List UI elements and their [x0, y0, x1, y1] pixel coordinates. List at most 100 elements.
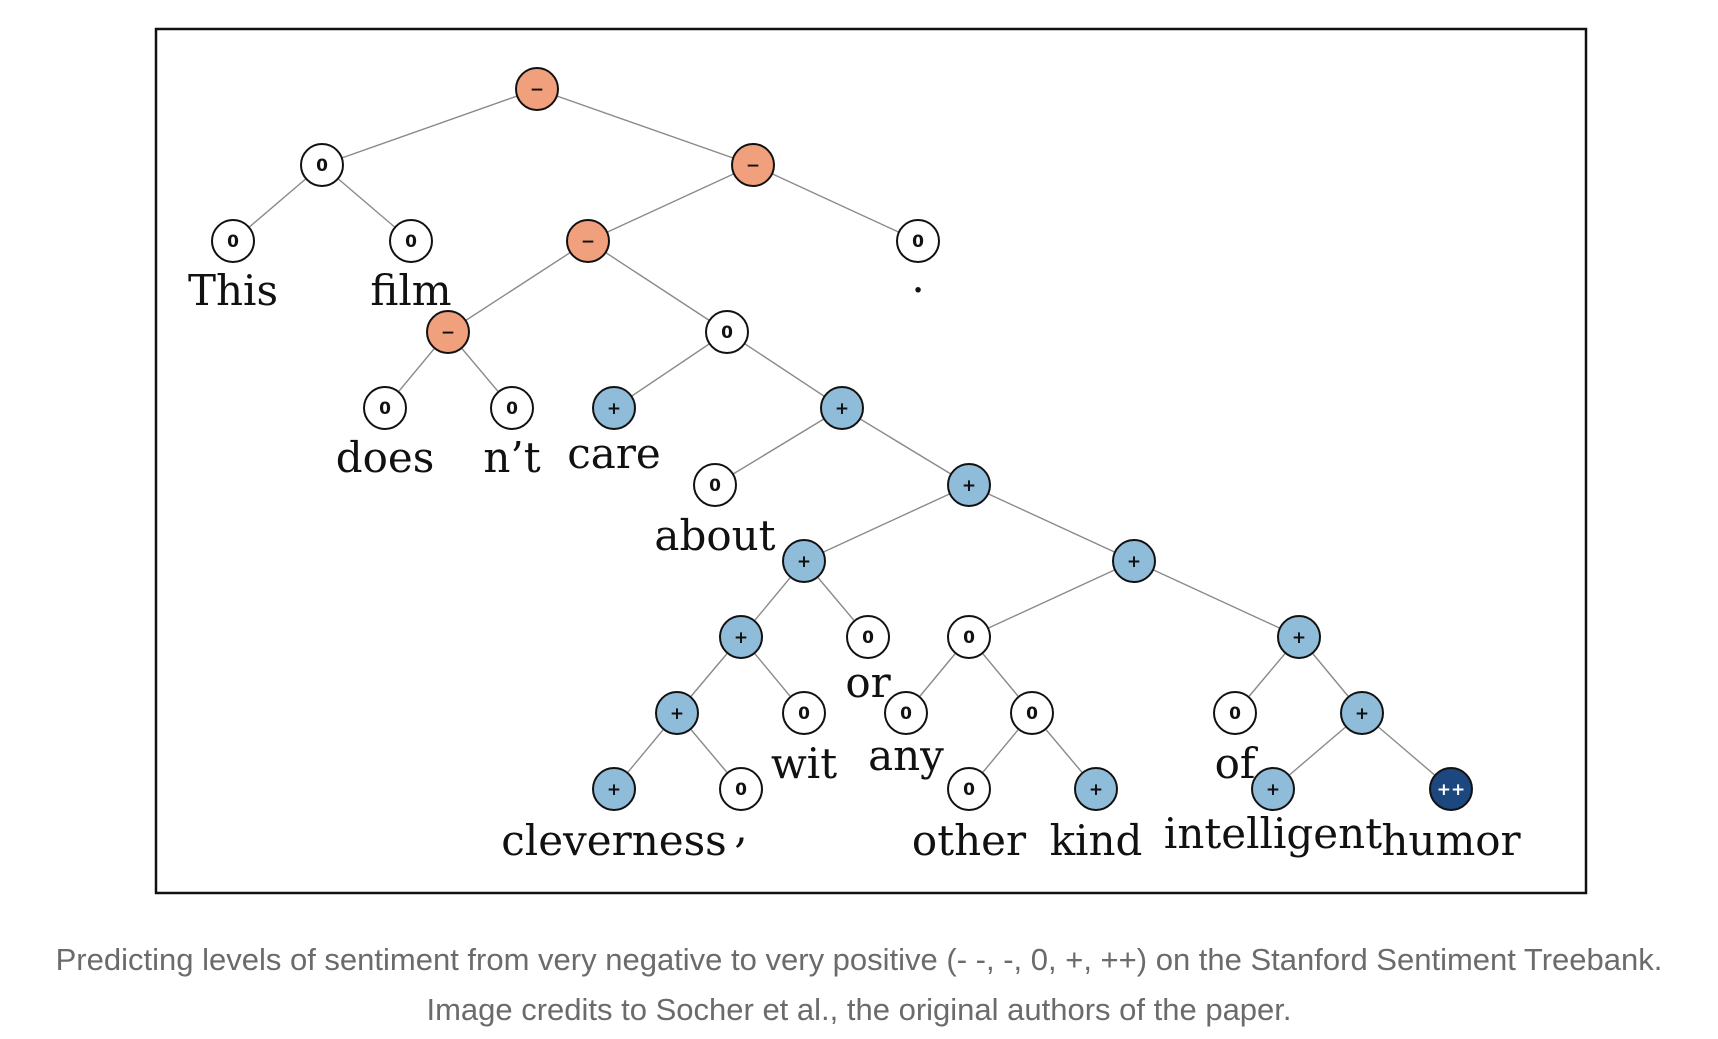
word-label: humor	[1381, 816, 1521, 865]
node-circle	[1429, 767, 1473, 811]
node-circle	[1010, 691, 1054, 735]
node-sentiment-label: 0	[912, 232, 924, 252]
sentiment-node-positive: +	[1251, 767, 1295, 811]
word-label: of	[1215, 739, 1259, 788]
node-circle	[731, 143, 775, 187]
sentiment-node-positive: +	[1277, 615, 1321, 659]
sentiment-node-neutral: 0	[705, 310, 749, 354]
node-sentiment-label: 0	[735, 780, 747, 800]
node-sentiment-label: +	[1127, 552, 1141, 572]
sentiment-node-positive: +	[592, 767, 636, 811]
sentiment-node-positive: +	[1340, 691, 1384, 735]
word-label: ,	[734, 803, 747, 852]
sentiment-node-negative: −	[515, 67, 559, 111]
node-circle	[389, 219, 433, 263]
tree-edge	[447, 240, 589, 333]
node-circle	[592, 767, 636, 811]
word-label: This	[188, 266, 278, 315]
tree-edge	[714, 407, 843, 486]
node-sentiment-label: 0	[709, 476, 721, 496]
word-label: .	[911, 253, 924, 302]
word-label: film	[370, 266, 451, 315]
sentiment-node-neutral: 0	[300, 143, 344, 187]
node-sentiment-label: +	[962, 476, 976, 496]
node-circle	[1340, 691, 1384, 735]
tree-edge	[613, 331, 728, 409]
sentiment-tree-figure: This film. does n’t care about or wit cleverness…	[154, 27, 1588, 895]
node-sentiment-label: +	[797, 552, 811, 572]
node-sentiment-label: 0	[1229, 704, 1241, 724]
node-circle	[947, 767, 991, 811]
sentiment-node-negative: −	[566, 219, 610, 263]
sentiment-node-negative: −	[731, 143, 775, 187]
sentiment-node-positive: +	[592, 386, 636, 430]
sentiment-node-positive: +	[1074, 767, 1118, 811]
tree-edge	[841, 407, 970, 486]
node-sentiment-label: 0	[963, 780, 975, 800]
word-label: other	[912, 816, 1027, 865]
word-label: or	[845, 658, 891, 707]
sentiment-node-neutral: 0	[693, 463, 737, 507]
tree-edge	[536, 88, 754, 166]
node-sentiment-label: ++	[1437, 780, 1466, 800]
sentiment-node-neutral: 0	[846, 615, 890, 659]
sentiment-node-neutral: 0	[1010, 691, 1054, 735]
node-sentiment-label: −	[441, 323, 455, 343]
node-circle	[884, 691, 928, 735]
node-sentiment-label: 0	[379, 399, 391, 419]
node-sentiment-label: 0	[862, 628, 874, 648]
node-circle	[782, 539, 826, 583]
tree-edge	[752, 164, 919, 242]
sentiment-node-neutral: 0	[389, 219, 433, 263]
node-sentiment-label: −	[746, 156, 760, 176]
sentiment-node-neutral: 0	[947, 615, 991, 659]
node-circle	[947, 463, 991, 507]
node-circle	[1213, 691, 1257, 735]
sentiment-node-positive: +	[1112, 539, 1156, 583]
node-sentiment-label: −	[581, 232, 595, 252]
node-sentiment-label: +	[1266, 780, 1280, 800]
tree-edge	[587, 240, 728, 333]
sentiment-node-neutral: 0	[211, 219, 255, 263]
sentiment-node-neutral: 0	[896, 219, 940, 263]
node-sentiment-label: −	[530, 80, 544, 100]
node-circle	[705, 310, 749, 354]
sentiment-node-positive: +	[655, 691, 699, 735]
word-label: intelligent	[1164, 809, 1382, 858]
node-circle	[655, 691, 699, 735]
sentiment-node-neutral: 0	[363, 386, 407, 430]
sentiment-node-positive: +	[719, 615, 763, 659]
sentiment-node-neutral: 0	[884, 691, 928, 735]
word-label: about	[654, 511, 775, 560]
node-circle	[719, 615, 763, 659]
sentiment-node-positive: +	[782, 539, 826, 583]
node-sentiment-label: 0	[316, 156, 328, 176]
word-label: kind	[1050, 816, 1143, 865]
node-circle	[211, 219, 255, 263]
sentiment-node-positive: +	[947, 463, 991, 507]
node-circle	[782, 691, 826, 735]
figure-caption: Predicting levels of sentiment from very…	[55, 942, 1663, 1027]
tree-edge	[587, 164, 754, 242]
sentiment-node-negative: −	[426, 310, 470, 354]
figure-frame	[154, 27, 1588, 895]
node-sentiment-label: +	[1292, 628, 1306, 648]
sentiment-node-neutral: 0	[719, 767, 763, 811]
node-sentiment-label: 0	[963, 628, 975, 648]
node-sentiment-label: 0	[721, 323, 733, 343]
sentiment-node-neutral: 0	[490, 386, 534, 430]
node-circle	[515, 67, 559, 111]
node-sentiment-label: +	[835, 399, 849, 419]
node-sentiment-label: +	[607, 399, 621, 419]
node-circle	[1112, 539, 1156, 583]
node-circle	[693, 463, 737, 507]
node-circle	[1277, 615, 1321, 659]
word-label: n’t	[483, 433, 540, 482]
node-sentiment-label: 0	[798, 704, 810, 724]
node-circle	[719, 767, 763, 811]
sentiment-node-very-positive: ++	[1429, 767, 1473, 811]
node-circle	[592, 386, 636, 430]
node-sentiment-label: +	[1355, 704, 1369, 724]
tree-edge	[1133, 560, 1300, 638]
